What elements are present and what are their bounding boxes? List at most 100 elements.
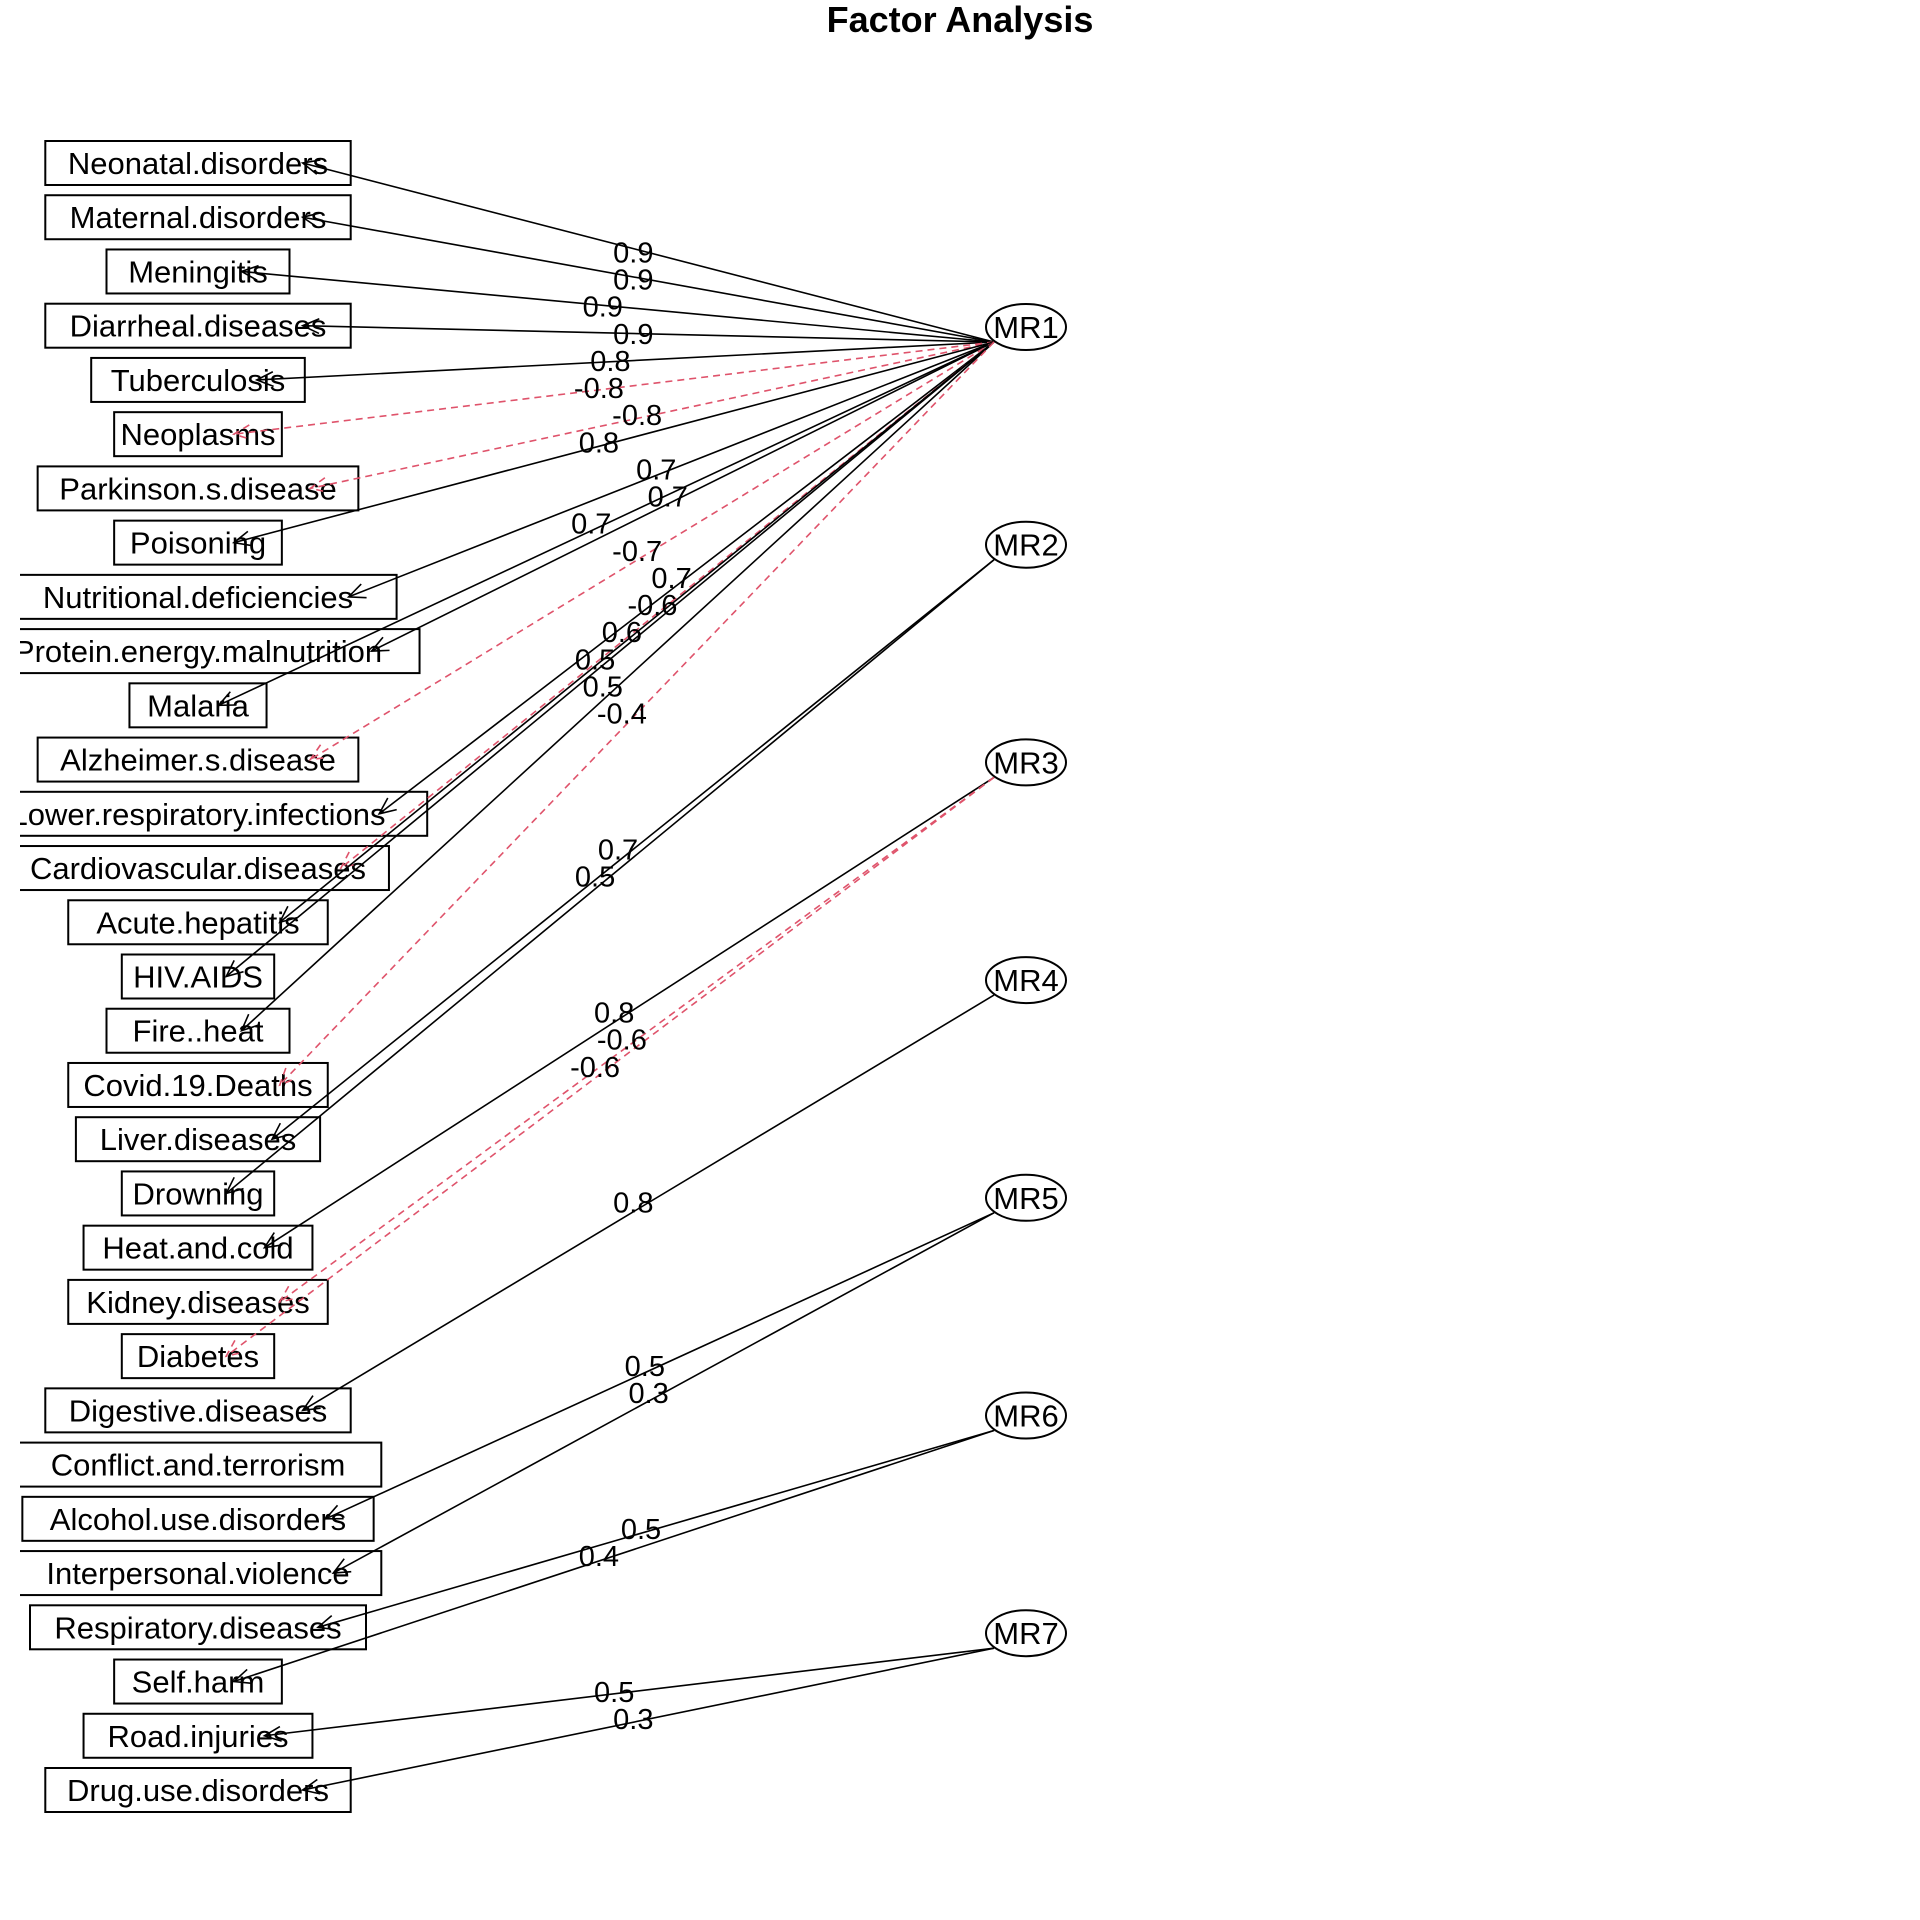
loading-edge-mr6-respiratory-diseases (316, 1429, 995, 1631)
arrowhead (323, 1504, 344, 1520)
variable-box (44, 140, 352, 186)
factor-node-mr1: MR1 (985, 303, 1067, 351)
variable-label: Cardiovascular.diseases (30, 851, 366, 886)
variable-node-lower-respiratory-infections: Lower.respiratory.infections (20, 790, 429, 837)
arrowhead (346, 583, 367, 599)
loading-line (310, 341, 995, 490)
arrowhead (300, 159, 321, 175)
arrowhead (377, 797, 397, 815)
loading-edge-mr1-malaria (216, 341, 995, 707)
loading-line (233, 1429, 995, 1683)
variable-label: Heat.and.cold (102, 1231, 293, 1266)
loading-label: 0.5 (621, 1514, 661, 1546)
factor-ellipse (985, 738, 1067, 787)
arrowhead (231, 424, 252, 441)
variable-node-maternal-disorders: Maternal.disorders (44, 194, 352, 241)
loading-label: 0.7 (636, 454, 676, 486)
variable-box (67, 1278, 329, 1325)
factor-node-mr5: MR5 (985, 1173, 1067, 1222)
diagram-title: Factor Analysis (827, 0, 1094, 40)
variable-node-tuberculosis: Tuberculosis (90, 356, 306, 403)
variable-box (20, 573, 398, 620)
loading-edge-mr1-parkinson-s-disease (308, 341, 995, 493)
loading-label: 0.8 (594, 998, 634, 1030)
variable-label: Road.injuries (108, 1719, 289, 1754)
arrowhead (262, 1725, 282, 1742)
variable-box (21, 1495, 375, 1542)
loading-label: 0.8 (590, 346, 630, 378)
variable-box (20, 1441, 383, 1488)
arrowhead (316, 1615, 336, 1631)
variable-box (36, 736, 360, 783)
loading-line (371, 341, 995, 652)
arrowhead (300, 1778, 321, 1795)
loading-edge-mr5-alcohol-use-disorders (323, 1212, 995, 1520)
loading-edge-mr4-digestive-diseases (301, 994, 995, 1412)
loading-label: 0.9 (613, 238, 653, 270)
variable-node-fire-heat: Fire..heat (105, 1007, 291, 1054)
variable-box (29, 1604, 367, 1651)
variable-node-drowning: Drowning (120, 1170, 276, 1217)
loading-line (264, 1647, 995, 1737)
variable-node-drug-use-disorders: Drug.use.disorders (44, 1767, 352, 1813)
variable-label: Covid.19.Deaths (83, 1068, 312, 1103)
variable-node-alzheimer-s-disease: Alzheimer.s.disease (36, 736, 360, 783)
factor-ellipse (985, 1609, 1067, 1658)
loading-edge-mr3-kidney-diseases (278, 776, 995, 1304)
variable-node-malaria: Malaria (128, 682, 268, 729)
variable-label: Acute.hepatitis (96, 905, 299, 940)
loading-line (325, 1212, 995, 1520)
loading-line (271, 559, 995, 1140)
loading-line (225, 341, 995, 978)
loading-line (302, 324, 995, 343)
factor-label: MR4 (993, 963, 1058, 998)
arrowhead (308, 477, 329, 493)
loading-label: 0.3 (628, 1378, 668, 1410)
arrowhead (216, 691, 237, 707)
factor-label: MR1 (993, 310, 1058, 345)
variable-node-conflict-and-terrorism: Conflict.and.terrorism (20, 1441, 383, 1488)
loading-line (264, 776, 995, 1249)
arrowhead (369, 636, 390, 652)
variable-box (113, 519, 283, 566)
loading-edge-mr2-liver-diseases (270, 559, 995, 1141)
loading-edge-mr1-acute-hepatitis (278, 341, 995, 924)
loading-line (309, 341, 995, 761)
variable-node-neoplasms: Neoplasms (113, 411, 283, 458)
loading-label-layer: 0.90.90.90.90.8-0.8-0.80.80.70.70.7-0.70… (570, 238, 692, 1737)
loading-line (240, 341, 995, 1032)
loading-edge-mr1-poisoning (231, 341, 995, 547)
loading-edge-layer (216, 159, 995, 1795)
loading-edge-mr1-lower-respiratory-infections (377, 341, 995, 815)
variable-node-heat-and-cold: Heat.and.cold (82, 1224, 314, 1271)
factor-ellipse (985, 520, 1067, 569)
variable-label: Kidney.diseases (86, 1285, 309, 1320)
variable-box (20, 628, 421, 675)
loading-edge-mr7-drug-use-disorders (300, 1647, 995, 1795)
variable-node-cardiovascular-diseases: Cardiovascular.diseases (20, 845, 390, 892)
loading-edge-mr1-cardiovascular-diseases (339, 341, 995, 870)
variable-box (44, 302, 352, 349)
factor-label: MR3 (993, 745, 1058, 780)
arrowhead (278, 1285, 298, 1304)
variable-node-diabetes: Diabetes (120, 1333, 276, 1380)
variable-label: Poisoning (130, 526, 266, 561)
loading-line (279, 776, 995, 1303)
loading-label: 0.9 (583, 292, 623, 324)
variable-node-self-harm: Self.harm (113, 1658, 283, 1705)
loading-label: 0.5 (594, 1677, 634, 1709)
factor-label: MR2 (993, 528, 1058, 563)
variable-node-acute-hepatitis: Acute.hepatitis (67, 899, 329, 946)
variable-label: Alcohol.use.disorders (50, 1502, 346, 1537)
loading-edge-mr1-alzheimer-s-disease (308, 341, 995, 761)
loading-edge-mr3-heat-and-cold (262, 776, 995, 1249)
arrowhead (231, 530, 252, 547)
loading-label: 0.8 (579, 427, 619, 459)
loading-line (302, 1647, 995, 1791)
loading-edge-mr1-diarrheal-diseases (300, 318, 995, 343)
variable-node-parkinson-s-disease: Parkinson.s.disease (36, 465, 360, 512)
factor-label: MR6 (993, 1399, 1058, 1434)
variable-node-meningitis: Meningitis (105, 248, 291, 295)
loading-label: 0.8 (613, 1188, 653, 1220)
